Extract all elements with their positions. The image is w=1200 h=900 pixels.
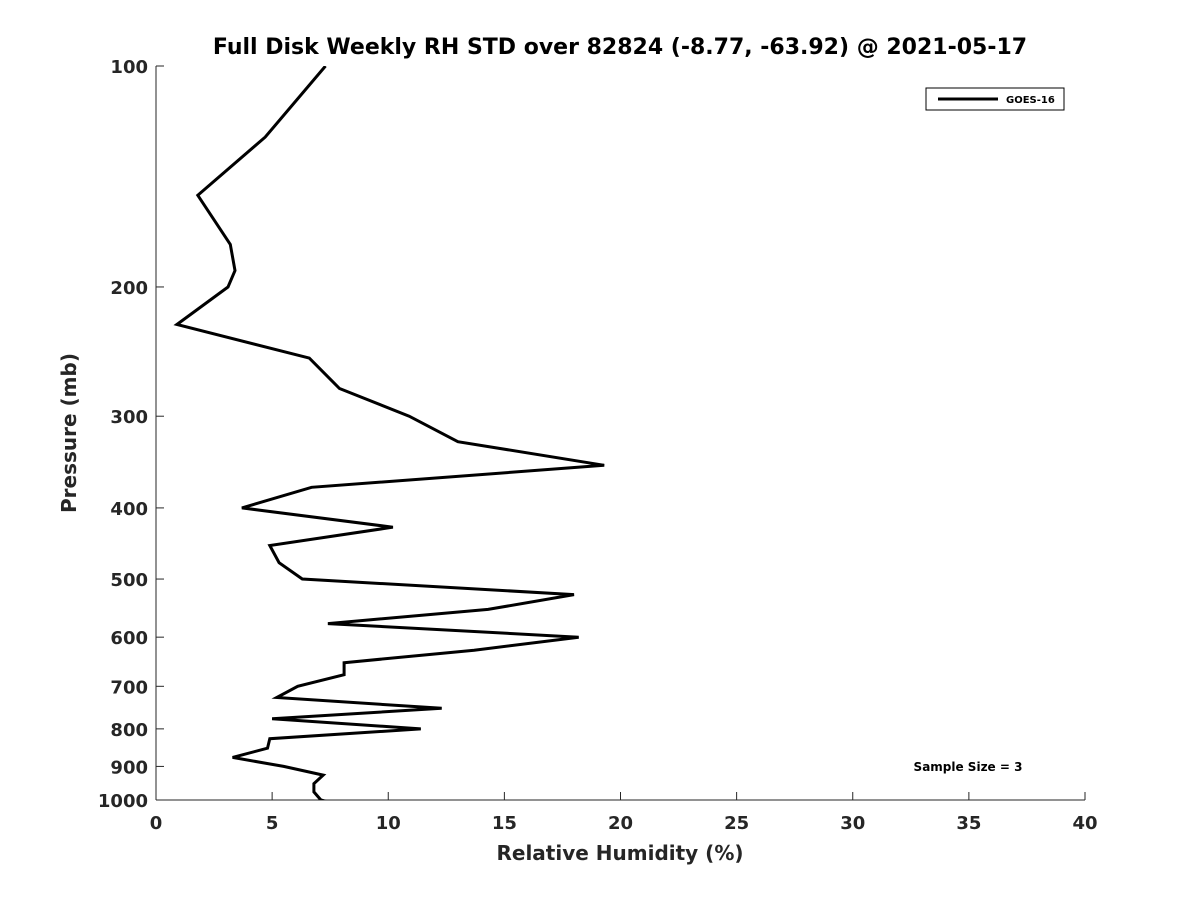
y-tick-label: 900 bbox=[110, 757, 148, 778]
x-axis-label: Relative Humidity (%) bbox=[496, 841, 743, 865]
x-tick-label: 15 bbox=[492, 813, 517, 834]
x-ticks: 0 5 10 15 20 25 30 35 40 bbox=[150, 792, 1098, 834]
y-tick-label: 700 bbox=[110, 677, 148, 698]
series-line-goes-16 bbox=[173, 66, 605, 800]
x-tick-label: 40 bbox=[1072, 813, 1097, 834]
x-tick-label: 25 bbox=[724, 813, 749, 834]
y-tick-label: 1000 bbox=[98, 791, 148, 812]
y-tick-label: 400 bbox=[110, 499, 148, 520]
axes bbox=[155, 66, 1085, 801]
y-tick-label: 200 bbox=[110, 278, 148, 299]
y-axis-label: Pressure (mb) bbox=[57, 353, 81, 513]
legend-label-goes-16: GOES-16 bbox=[1006, 95, 1055, 106]
y-tick-label: 300 bbox=[110, 407, 148, 428]
x-tick-label: 0 bbox=[150, 813, 163, 834]
y-tick-label: 100 bbox=[110, 57, 148, 78]
y-tick-label: 500 bbox=[110, 570, 148, 591]
y-ticks: 100 200 300 400 500 600 700 800 900 1000 bbox=[98, 57, 164, 812]
sample-size-annotation: Sample Size = 3 bbox=[914, 760, 1023, 774]
y-tick-label: 600 bbox=[110, 628, 148, 649]
x-tick-label: 30 bbox=[840, 813, 865, 834]
chart-title: Full Disk Weekly RH STD over 82824 (-8.7… bbox=[213, 35, 1027, 60]
x-tick-label: 35 bbox=[956, 813, 981, 834]
x-tick-label: 5 bbox=[266, 813, 279, 834]
series-layer bbox=[173, 66, 605, 800]
y-tick-label: 800 bbox=[110, 720, 148, 741]
x-tick-label: 20 bbox=[608, 813, 633, 834]
legend: GOES-16 bbox=[925, 87, 1065, 111]
x-tick-label: 10 bbox=[376, 813, 401, 834]
